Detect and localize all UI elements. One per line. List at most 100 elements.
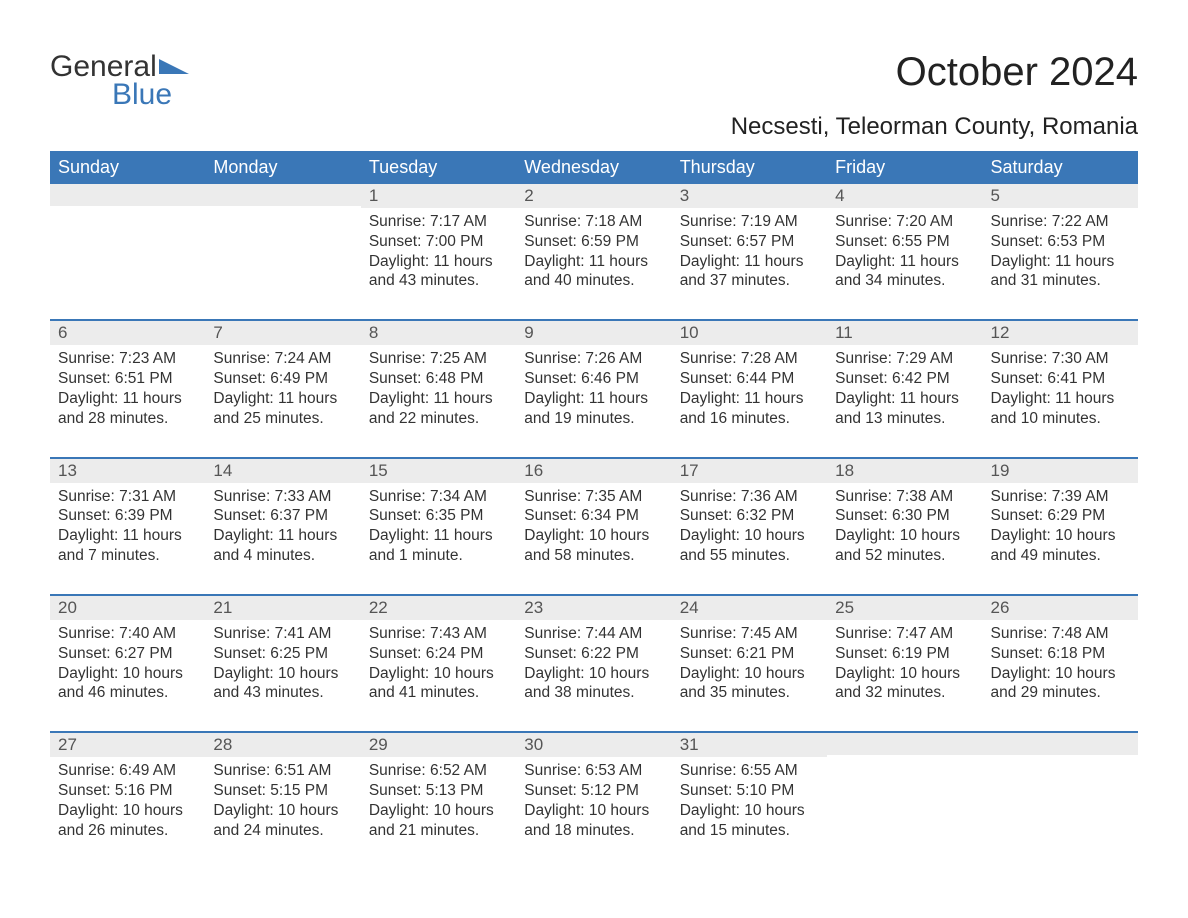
day-sunrise: Sunrise: 7:48 AM xyxy=(991,624,1130,644)
calendar-cell: 31Sunrise: 6:55 AMSunset: 5:10 PMDayligh… xyxy=(672,732,827,868)
day-daylight2: and 37 minutes. xyxy=(680,271,819,291)
day-sunset: Sunset: 6:35 PM xyxy=(369,506,508,526)
day-daylight1: Daylight: 11 hours xyxy=(835,389,974,409)
day-daylight2: and 38 minutes. xyxy=(524,683,663,703)
day-number: 14 xyxy=(205,459,360,483)
day-daylight2: and 40 minutes. xyxy=(524,271,663,291)
day-daylight1: Daylight: 10 hours xyxy=(835,664,974,684)
calendar-week-row: 6Sunrise: 7:23 AMSunset: 6:51 PMDaylight… xyxy=(50,320,1138,457)
day-header: Sunday xyxy=(50,151,205,184)
day-number: 19 xyxy=(983,459,1138,483)
day-daylight1: Daylight: 10 hours xyxy=(369,664,508,684)
day-number: 6 xyxy=(50,321,205,345)
day-number: 20 xyxy=(50,596,205,620)
day-content: Sunrise: 7:36 AMSunset: 6:32 PMDaylight:… xyxy=(672,483,827,594)
calendar-cell: 28Sunrise: 6:51 AMSunset: 5:15 PMDayligh… xyxy=(205,732,360,868)
day-number: 18 xyxy=(827,459,982,483)
day-number: 31 xyxy=(672,733,827,757)
brand-word2: Blue xyxy=(112,78,172,112)
calendar-cell: 9Sunrise: 7:26 AMSunset: 6:46 PMDaylight… xyxy=(516,320,671,457)
day-daylight2: and 19 minutes. xyxy=(524,409,663,429)
day-content: Sunrise: 7:28 AMSunset: 6:44 PMDaylight:… xyxy=(672,345,827,456)
day-sunrise: Sunrise: 7:35 AM xyxy=(524,487,663,507)
day-sunset: Sunset: 6:22 PM xyxy=(524,644,663,664)
calendar-cell: 1Sunrise: 7:17 AMSunset: 7:00 PMDaylight… xyxy=(361,184,516,320)
day-number: 22 xyxy=(361,596,516,620)
calendar-cell: 16Sunrise: 7:35 AMSunset: 6:34 PMDayligh… xyxy=(516,458,671,595)
day-number: 8 xyxy=(361,321,516,345)
day-number xyxy=(205,184,360,206)
day-daylight1: Daylight: 10 hours xyxy=(680,526,819,546)
day-daylight1: Daylight: 11 hours xyxy=(991,389,1130,409)
day-daylight1: Daylight: 10 hours xyxy=(991,526,1130,546)
calendar-cell xyxy=(827,732,982,868)
day-sunset: Sunset: 6:37 PM xyxy=(213,506,352,526)
day-sunrise: Sunrise: 7:19 AM xyxy=(680,212,819,232)
day-header: Friday xyxy=(827,151,982,184)
day-sunset: Sunset: 6:18 PM xyxy=(991,644,1130,664)
day-content: Sunrise: 7:43 AMSunset: 6:24 PMDaylight:… xyxy=(361,620,516,731)
day-content: Sunrise: 7:47 AMSunset: 6:19 PMDaylight:… xyxy=(827,620,982,731)
calendar-cell: 12Sunrise: 7:30 AMSunset: 6:41 PMDayligh… xyxy=(983,320,1138,457)
calendar-cell: 25Sunrise: 7:47 AMSunset: 6:19 PMDayligh… xyxy=(827,595,982,732)
day-daylight1: Daylight: 10 hours xyxy=(680,664,819,684)
day-number: 15 xyxy=(361,459,516,483)
day-number: 13 xyxy=(50,459,205,483)
day-header: Monday xyxy=(205,151,360,184)
day-content: Sunrise: 7:25 AMSunset: 6:48 PMDaylight:… xyxy=(361,345,516,456)
day-sunrise: Sunrise: 7:31 AM xyxy=(58,487,197,507)
calendar-cell: 19Sunrise: 7:39 AMSunset: 6:29 PMDayligh… xyxy=(983,458,1138,595)
day-daylight2: and 43 minutes. xyxy=(213,683,352,703)
day-sunrise: Sunrise: 7:43 AM xyxy=(369,624,508,644)
day-daylight1: Daylight: 10 hours xyxy=(58,664,197,684)
day-daylight2: and 26 minutes. xyxy=(58,821,197,841)
calendar-cell: 8Sunrise: 7:25 AMSunset: 6:48 PMDaylight… xyxy=(361,320,516,457)
day-content: Sunrise: 7:44 AMSunset: 6:22 PMDaylight:… xyxy=(516,620,671,731)
day-number: 30 xyxy=(516,733,671,757)
day-number: 4 xyxy=(827,184,982,208)
day-sunset: Sunset: 6:53 PM xyxy=(991,232,1130,252)
day-daylight2: and 43 minutes. xyxy=(369,271,508,291)
day-number: 24 xyxy=(672,596,827,620)
day-daylight2: and 21 minutes. xyxy=(369,821,508,841)
day-number: 29 xyxy=(361,733,516,757)
day-daylight1: Daylight: 10 hours xyxy=(213,801,352,821)
calendar-cell: 7Sunrise: 7:24 AMSunset: 6:49 PMDaylight… xyxy=(205,320,360,457)
calendar-cell: 14Sunrise: 7:33 AMSunset: 6:37 PMDayligh… xyxy=(205,458,360,595)
day-daylight1: Daylight: 10 hours xyxy=(524,526,663,546)
day-sunset: Sunset: 6:24 PM xyxy=(369,644,508,664)
day-content: Sunrise: 6:52 AMSunset: 5:13 PMDaylight:… xyxy=(361,757,516,868)
day-daylight2: and 10 minutes. xyxy=(991,409,1130,429)
day-daylight1: Daylight: 11 hours xyxy=(524,389,663,409)
calendar-cell: 2Sunrise: 7:18 AMSunset: 6:59 PMDaylight… xyxy=(516,184,671,320)
calendar-cell: 13Sunrise: 7:31 AMSunset: 6:39 PMDayligh… xyxy=(50,458,205,595)
day-sunrise: Sunrise: 7:47 AM xyxy=(835,624,974,644)
day-number: 28 xyxy=(205,733,360,757)
day-number xyxy=(50,184,205,206)
day-sunset: Sunset: 5:13 PM xyxy=(369,781,508,801)
day-sunset: Sunset: 6:42 PM xyxy=(835,369,974,389)
day-number: 12 xyxy=(983,321,1138,345)
day-sunrise: Sunrise: 6:55 AM xyxy=(680,761,819,781)
day-daylight2: and 1 minute. xyxy=(369,546,508,566)
day-content: Sunrise: 7:45 AMSunset: 6:21 PMDaylight:… xyxy=(672,620,827,731)
day-sunrise: Sunrise: 7:17 AM xyxy=(369,212,508,232)
day-daylight1: Daylight: 11 hours xyxy=(369,526,508,546)
day-number: 7 xyxy=(205,321,360,345)
page-subtitle: Necsesti, Teleorman County, Romania xyxy=(731,113,1138,141)
day-content: Sunrise: 7:41 AMSunset: 6:25 PMDaylight:… xyxy=(205,620,360,731)
day-daylight2: and 4 minutes. xyxy=(213,546,352,566)
day-content: Sunrise: 7:20 AMSunset: 6:55 PMDaylight:… xyxy=(827,208,982,319)
day-sunrise: Sunrise: 7:45 AM xyxy=(680,624,819,644)
calendar-cell: 24Sunrise: 7:45 AMSunset: 6:21 PMDayligh… xyxy=(672,595,827,732)
calendar-cell: 30Sunrise: 6:53 AMSunset: 5:12 PMDayligh… xyxy=(516,732,671,868)
calendar-week-row: 27Sunrise: 6:49 AMSunset: 5:16 PMDayligh… xyxy=(50,732,1138,868)
day-daylight2: and 29 minutes. xyxy=(991,683,1130,703)
day-sunset: Sunset: 6:19 PM xyxy=(835,644,974,664)
day-content: Sunrise: 7:31 AMSunset: 6:39 PMDaylight:… xyxy=(50,483,205,594)
day-number: 9 xyxy=(516,321,671,345)
day-sunrise: Sunrise: 7:20 AM xyxy=(835,212,974,232)
day-sunset: Sunset: 6:21 PM xyxy=(680,644,819,664)
calendar-cell: 29Sunrise: 6:52 AMSunset: 5:13 PMDayligh… xyxy=(361,732,516,868)
day-content: Sunrise: 7:40 AMSunset: 6:27 PMDaylight:… xyxy=(50,620,205,731)
